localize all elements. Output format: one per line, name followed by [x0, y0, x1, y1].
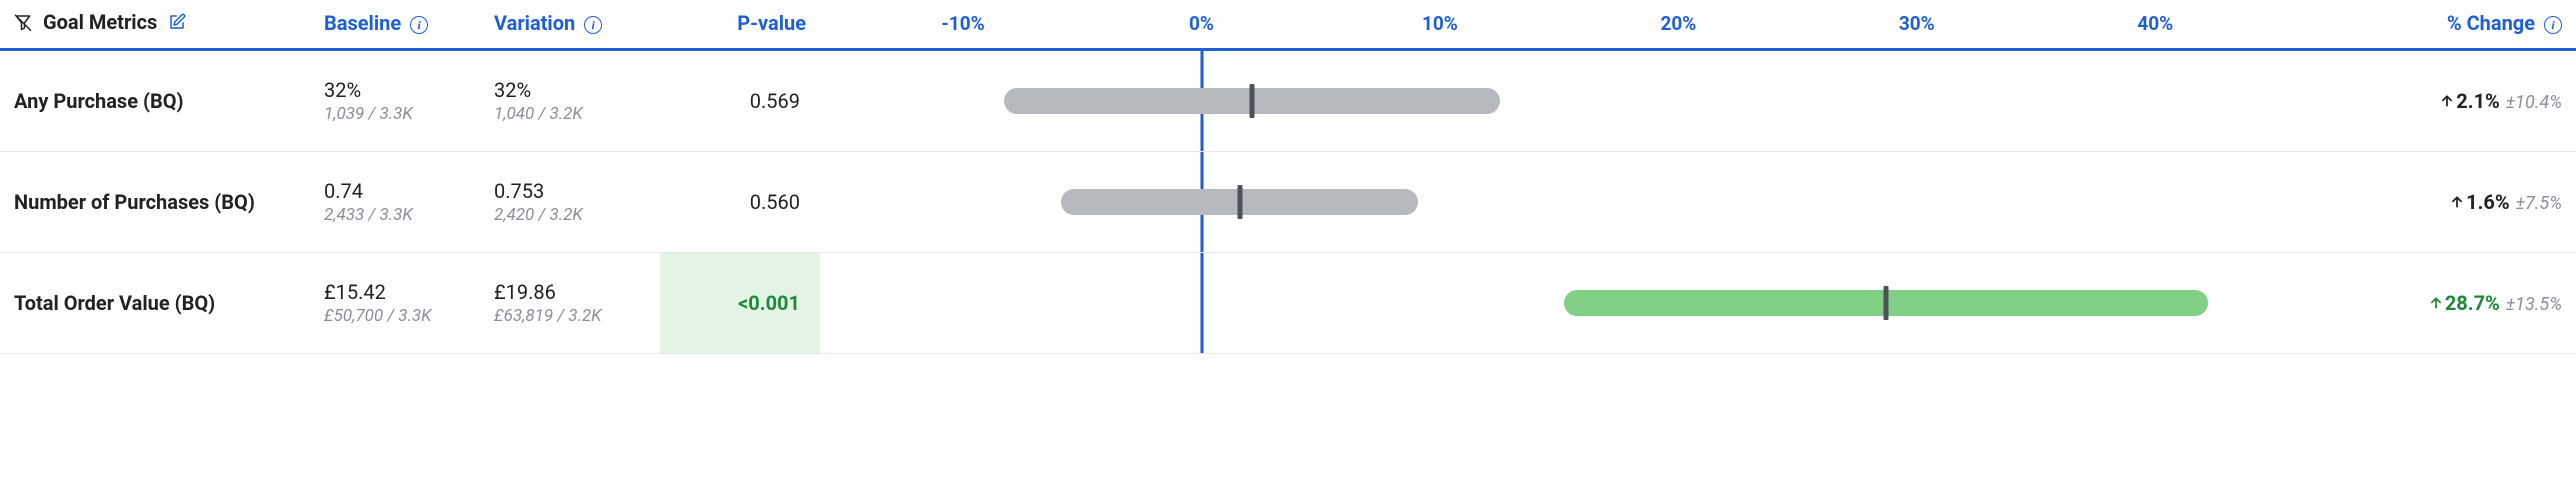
- variation-value: 0.753: [494, 179, 646, 203]
- axis-tick-label: 20%: [1660, 12, 1696, 35]
- header-variation-label: Variation: [494, 11, 575, 35]
- change-error: ±10.4%: [2506, 92, 2562, 113]
- metric-name: Total Order Value (BQ): [0, 253, 310, 354]
- table-row: Total Order Value (BQ)£15.42£50,700 / 3.…: [0, 253, 2576, 354]
- header-metric-label: Goal Metrics: [43, 10, 157, 34]
- info-icon[interactable]: i: [410, 16, 428, 34]
- change-cell: 1.6% ±7.5%: [2346, 152, 2576, 253]
- variation-sub: 2,420 / 3.2K: [494, 205, 646, 225]
- change-cell: 28.7% ±13.5%: [2346, 253, 2576, 354]
- metric-name: Any Purchase (BQ): [0, 50, 310, 152]
- table-row: Number of Purchases (BQ)0.742,433 / 3.3K…: [0, 152, 2576, 253]
- variation-cell: 0.7532,420 / 3.2K: [480, 152, 660, 253]
- axis-tick-label: 30%: [1899, 12, 1935, 35]
- variation-sub: 1,040 / 3.2K: [494, 104, 646, 124]
- header-chart: -10% 0% 10% 20% 30% 40%: [820, 0, 2346, 50]
- change-value: 2.1%: [2456, 89, 2500, 113]
- baseline-value: £15.42: [324, 280, 466, 304]
- pvalue-cell: <0.001: [660, 253, 820, 354]
- axis-tick-label: -10%: [941, 12, 984, 35]
- change-error: ±7.5%: [2516, 193, 2562, 214]
- header-variation[interactable]: Variation i: [480, 0, 660, 50]
- baseline-sub: 2,433 / 3.3K: [324, 205, 466, 225]
- arrow-up-icon: [2429, 291, 2443, 315]
- metric-name: Number of Purchases (BQ): [0, 152, 310, 253]
- baseline-cell: 32%1,039 / 3.3K: [310, 50, 480, 152]
- baseline-sub: 1,039 / 3.3K: [324, 104, 466, 124]
- axis-tick-label: 0%: [1189, 12, 1214, 35]
- info-icon[interactable]: i: [584, 16, 602, 34]
- axis-tick-label: 40%: [2137, 12, 2173, 35]
- baseline-sub: £50,700 / 3.3K: [324, 306, 466, 326]
- variation-value: £19.86: [494, 280, 646, 304]
- change-value: 1.6%: [2466, 190, 2510, 214]
- header-baseline-label: Baseline: [324, 11, 401, 35]
- change-error: ±13.5%: [2506, 294, 2562, 315]
- baseline-cell: 0.742,433 / 3.3K: [310, 152, 480, 253]
- header-change[interactable]: % Change i: [2346, 0, 2576, 50]
- variation-cell: 32%1,040 / 3.2K: [480, 50, 660, 152]
- ci-point-marker: [1883, 286, 1888, 320]
- header-baseline[interactable]: Baseline i: [310, 0, 480, 50]
- header-pvalue[interactable]: P-value: [660, 0, 820, 50]
- variation-cell: £19.86£63,819 / 3.2K: [480, 253, 660, 354]
- change-cell: 2.1% ±10.4%: [2346, 50, 2576, 152]
- ci-point-marker: [1249, 84, 1254, 118]
- baseline-cell: £15.42£50,700 / 3.3K: [310, 253, 480, 354]
- variation-value: 32%: [494, 78, 646, 102]
- arrow-up-icon: [2440, 89, 2454, 113]
- ci-chart-cell: [820, 253, 2346, 354]
- edit-icon[interactable]: [168, 12, 186, 36]
- header-pvalue-label: P-value: [737, 11, 806, 35]
- header-metric: Goal Metrics: [0, 0, 310, 50]
- ci-chart-cell: [820, 50, 2346, 152]
- arrow-up-icon: [2450, 190, 2464, 214]
- table-header-row: Goal Metrics Baseline i Variation i P-va…: [0, 0, 2576, 50]
- zero-line: [1200, 253, 1203, 353]
- baseline-value: 0.74: [324, 179, 466, 203]
- pvalue-cell: 0.569: [660, 50, 820, 152]
- ci-point-marker: [1237, 185, 1242, 219]
- info-icon[interactable]: i: [2544, 16, 2562, 34]
- table-row: Any Purchase (BQ)32%1,039 / 3.3K32%1,040…: [0, 50, 2576, 152]
- change-value: 28.7%: [2445, 291, 2500, 315]
- axis-tick-label: 10%: [1422, 12, 1458, 35]
- ci-chart-cell: [820, 152, 2346, 253]
- baseline-value: 32%: [324, 78, 466, 102]
- goal-metrics-table: Goal Metrics Baseline i Variation i P-va…: [0, 0, 2576, 354]
- pvalue-cell: 0.560: [660, 152, 820, 253]
- header-change-label: % Change: [2447, 11, 2535, 35]
- filter-icon[interactable]: [14, 12, 32, 36]
- variation-sub: £63,819 / 3.2K: [494, 306, 646, 326]
